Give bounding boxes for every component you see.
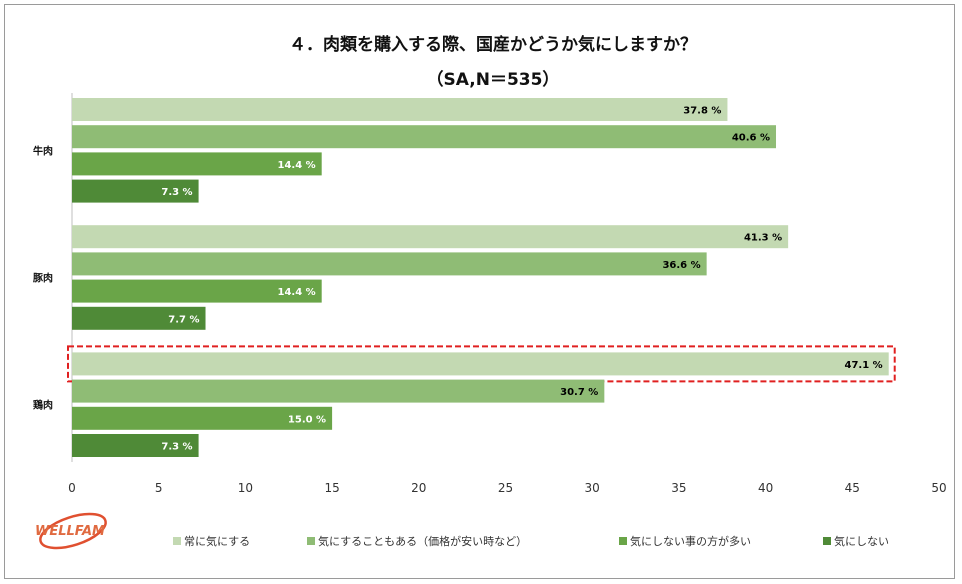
bar-鶏肉-気にすることもある（価格が安い時など） bbox=[72, 379, 605, 403]
data-label: 47.1 % bbox=[845, 360, 883, 371]
x-tick-label: 35 bbox=[671, 481, 686, 495]
bar-牛肉-気にしない bbox=[72, 179, 199, 203]
x-tick-label: 5 bbox=[155, 481, 163, 495]
x-tick-label: 25 bbox=[498, 481, 513, 495]
legend-label: 気にしない事の方が多い bbox=[630, 534, 751, 548]
legend-swatch bbox=[619, 537, 627, 545]
bar-鶏肉-常に気にする bbox=[72, 352, 889, 376]
wellfam-logo: WELLFAM bbox=[35, 512, 107, 550]
data-label: 15.0 % bbox=[288, 414, 326, 425]
bar-豚肉-常に気にする bbox=[72, 225, 789, 249]
legend-swatch bbox=[173, 537, 181, 545]
legend-swatch bbox=[823, 537, 831, 545]
data-label: 7.3 % bbox=[161, 187, 192, 198]
bar-牛肉-常に気にする bbox=[72, 98, 728, 121]
bar-牛肉-気にすることもある（価格が安い時など） bbox=[72, 125, 777, 149]
legend-label: 気にしない bbox=[834, 534, 889, 548]
bar-鶏肉-気にしない事の方が多い bbox=[72, 406, 333, 430]
category-label: 鶏肉 bbox=[33, 399, 53, 412]
data-label: 37.8 % bbox=[683, 106, 721, 117]
bar-豚肉-気にしない事の方が多い bbox=[72, 279, 322, 303]
category-label: 牛肉 bbox=[33, 144, 53, 157]
x-tick-label: 40 bbox=[758, 481, 773, 495]
legend-label: 気にすることもある（価格が安い時など） bbox=[318, 534, 527, 548]
chart-frame: ４．肉類を購入する際、国産かどうか気にしますか？ （SA,N＝535） 37.8… bbox=[4, 4, 955, 579]
data-label: 36.6 % bbox=[662, 260, 700, 271]
data-label: 41.3 % bbox=[744, 233, 782, 244]
plot-area: 37.8 % 40.6 % 14.4 % 7.3 % 41.3 % 36.6 % 14.4 … bbox=[67, 93, 896, 462]
x-axis: 0 5 10 15 20 25 30 35 40 45 50 bbox=[68, 481, 946, 495]
chart-subtitle: （SA,N＝535） bbox=[427, 69, 560, 90]
bar-鶏肉-気にしない bbox=[72, 434, 199, 457]
x-tick-label: 15 bbox=[324, 481, 339, 495]
x-tick-label: 0 bbox=[68, 481, 76, 495]
bar-牛肉-気にしない事の方が多い bbox=[72, 152, 322, 176]
bar-豚肉-気にすることもある（価格が安い時など） bbox=[72, 252, 707, 276]
chart: ４．肉類を購入する際、国産かどうか気にしますか？ （SA,N＝535） 37.8… bbox=[33, 34, 947, 550]
x-tick-label: 45 bbox=[845, 481, 860, 495]
legend: 常に気にする 気にすることもある（価格が安い時など） 気にしない事の方が多い 気にしな… bbox=[173, 534, 889, 548]
category-label: 豚肉 bbox=[33, 272, 53, 285]
logo-swoosh bbox=[39, 512, 107, 550]
highlight-box bbox=[67, 345, 896, 383]
bar-豚肉-気にしない bbox=[72, 306, 206, 330]
legend-swatch bbox=[307, 537, 315, 545]
x-tick-label: 20 bbox=[411, 481, 426, 495]
data-label: 40.6 % bbox=[732, 133, 770, 144]
chart-title: ４．肉類を購入する際、国産かどうか気にしますか？ bbox=[289, 34, 697, 55]
x-tick-label: 10 bbox=[238, 481, 253, 495]
data-label: 30.7 % bbox=[560, 387, 598, 398]
x-tick-label: 30 bbox=[585, 481, 600, 495]
data-label: 14.4 % bbox=[278, 160, 316, 171]
x-tick-label: 50 bbox=[931, 481, 946, 495]
data-label: 14.4 % bbox=[278, 287, 316, 298]
legend-label: 常に気にする bbox=[184, 534, 250, 548]
data-label: 7.7 % bbox=[168, 314, 199, 325]
logo-text: WELLFAM bbox=[35, 524, 105, 539]
data-label: 7.3 % bbox=[161, 442, 192, 453]
